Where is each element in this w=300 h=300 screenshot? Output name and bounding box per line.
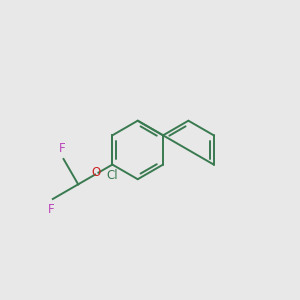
Text: F: F	[48, 203, 55, 216]
Text: Cl: Cl	[106, 169, 118, 182]
Text: F: F	[59, 142, 65, 155]
Text: O: O	[92, 166, 101, 179]
